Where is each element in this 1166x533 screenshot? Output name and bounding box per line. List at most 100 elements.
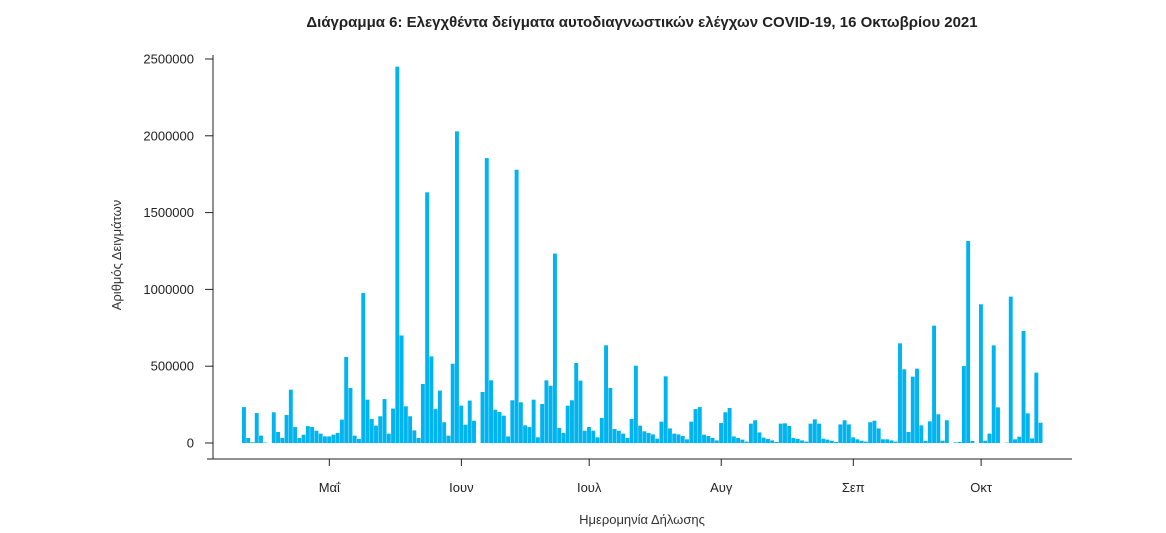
bar xyxy=(468,401,472,443)
bar xyxy=(953,442,957,443)
bar xyxy=(314,431,318,443)
bar xyxy=(331,435,335,443)
bar xyxy=(664,376,668,443)
bar xyxy=(570,400,574,443)
bar xyxy=(395,67,399,443)
bar xyxy=(340,420,344,443)
bar xyxy=(830,441,834,443)
bar xyxy=(434,409,438,443)
bar xyxy=(566,406,570,443)
bar xyxy=(498,412,502,443)
y-tick-label: 2000000 xyxy=(143,128,194,143)
bar xyxy=(302,435,306,443)
bar xyxy=(864,442,868,443)
bar xyxy=(749,424,753,443)
bar xyxy=(894,442,898,443)
bar xyxy=(527,427,531,443)
bar xyxy=(647,433,651,443)
bar xyxy=(902,369,906,443)
bar xyxy=(523,425,527,443)
bar xyxy=(941,441,945,443)
bar xyxy=(677,434,681,443)
bar xyxy=(907,432,911,443)
bar xyxy=(898,343,902,443)
bar xyxy=(272,412,276,443)
bar xyxy=(438,391,442,443)
bar xyxy=(1034,373,1038,443)
bar xyxy=(834,442,838,443)
bar xyxy=(1026,413,1030,443)
bar xyxy=(804,442,808,443)
bar xyxy=(259,436,263,443)
bar xyxy=(775,442,779,443)
bar xyxy=(306,426,310,443)
bar xyxy=(1039,423,1043,443)
bar xyxy=(536,437,540,443)
bar xyxy=(868,422,872,443)
y-tick-label: 500000 xyxy=(151,359,194,374)
bar xyxy=(421,384,425,443)
bar xyxy=(1017,437,1021,443)
bar xyxy=(319,434,323,443)
bar xyxy=(919,425,923,443)
bar xyxy=(983,441,987,443)
bar xyxy=(988,434,992,443)
bar xyxy=(378,416,382,443)
bar xyxy=(642,431,646,443)
bar xyxy=(915,369,919,443)
bar xyxy=(370,419,374,443)
bar xyxy=(762,438,766,443)
x-tick-label: Αυγ xyxy=(710,480,733,495)
bar xyxy=(826,440,830,443)
bar xyxy=(285,415,289,443)
bar xyxy=(689,422,693,443)
chart-title: Διάγραμμα 6: Ελεγχθέντα δείγματα αυτοδια… xyxy=(306,14,977,31)
bar xyxy=(924,441,928,443)
bar xyxy=(391,409,395,443)
bar xyxy=(638,426,642,443)
bar xyxy=(621,434,625,443)
bar xyxy=(412,430,416,443)
bar xyxy=(289,390,293,443)
bar xyxy=(817,424,821,443)
bar xyxy=(723,412,727,443)
bar xyxy=(630,419,634,443)
bar xyxy=(792,438,796,443)
bar xyxy=(779,424,783,443)
bar xyxy=(625,438,629,443)
bar xyxy=(732,436,736,443)
bar xyxy=(489,380,493,443)
bar xyxy=(928,421,932,443)
bar xyxy=(562,433,566,443)
bar xyxy=(557,428,561,443)
bar xyxy=(966,241,970,443)
bar xyxy=(293,427,297,443)
x-tick-label: Σεπ xyxy=(842,480,865,495)
bar xyxy=(881,439,885,443)
bar xyxy=(885,439,889,443)
bar xyxy=(838,424,842,443)
bar xyxy=(996,407,1000,443)
bar xyxy=(574,363,578,443)
bars xyxy=(242,67,1043,443)
bar xyxy=(459,406,463,443)
bar xyxy=(800,440,804,443)
bar xyxy=(681,436,685,443)
bar xyxy=(634,366,638,443)
bar xyxy=(327,436,331,443)
bar xyxy=(855,439,859,443)
bar xyxy=(851,437,855,443)
x-tick-label: Οκτ xyxy=(970,480,993,495)
bar xyxy=(255,413,259,443)
bar xyxy=(728,408,732,443)
bar xyxy=(796,439,800,443)
bar xyxy=(821,439,825,443)
bar xyxy=(843,420,847,443)
bar xyxy=(251,442,255,443)
bar xyxy=(353,436,357,443)
bar xyxy=(502,416,506,443)
bar xyxy=(604,345,608,443)
bar xyxy=(757,432,761,443)
